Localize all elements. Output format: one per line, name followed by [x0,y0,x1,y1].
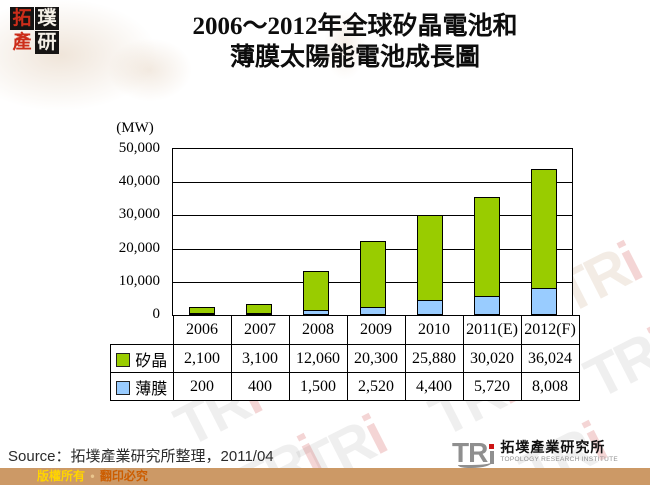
bar-segment-矽晶 [530,169,557,289]
bar-segment-矽晶 [473,197,500,297]
legend-cell-矽晶: 矽晶 [110,344,174,373]
blank-cell [111,316,174,345]
tri-letters: TR [452,439,495,468]
bar-2009 [359,241,386,315]
copyright-text-1: 版權所有 [37,469,86,483]
value-cell: 20,300 [346,344,406,373]
value-cell: 5,720 [462,372,522,401]
value-cell: 400 [230,372,290,401]
brand-text: 拓墣產業研究所 TOPOLOGY RESEARCH INSTITUTE [500,441,618,464]
copyright-separator: • [90,469,95,483]
bar-segment-薄膜 [473,296,500,315]
value-cell: 2,100 [172,344,232,373]
value-cell: 2,520 [346,372,406,401]
chart-title: 2006～2012年全球矽晶電池和 薄膜太陽能電池成長圖 [70,11,640,73]
bar-2012(F) [530,169,557,315]
year-header-cell: 2006 [172,315,232,345]
bar-segment-薄膜 [302,310,329,315]
y-axis-unit-label: (MW) [116,120,154,136]
year-header-cell: 2010 [404,315,464,345]
tri-swoosh [458,458,493,468]
bar-segment-矽晶 [359,241,386,308]
value-cell: 36,024 [520,344,580,373]
year-header-cell: 2011(E) [462,315,522,345]
topology-logo: 拓 璞 產 研 [10,7,59,54]
y-axis-tick: 40,000 [118,173,160,189]
legend-swatch-icon [116,352,131,367]
brand-english-name: TOPOLOGY RESEARCH INSTITUTE [500,456,618,463]
legend-cell-薄膜: 薄膜 [110,372,174,401]
bar-segment-薄膜 [188,313,215,315]
y-axis-tick: 10,000 [118,273,160,289]
year-header-cell: 2009 [346,315,406,345]
gridline [173,182,572,183]
value-cell: 30,020 [462,344,522,373]
legend-label: 薄膜 [135,380,168,398]
logo-char: 研 [35,31,59,54]
brand-chinese-name: 拓墣產業研究所 [500,441,606,456]
y-axis-tick: 50,000 [118,140,160,156]
value-cell: 1,500 [288,372,348,401]
bar-segment-薄膜 [245,313,272,315]
tri-watermark: TRi [574,315,650,412]
tri-brand-logo: TR 拓墣產業研究所 TOPOLOGY RESEARCH INSTITUTE [452,439,618,468]
year-header-cell: 2008 [288,315,348,345]
data-table: 2006 2007 2008 2009 2010 2011(E) 2012(F) 矽晶 2,10… [110,315,580,401]
year-header-cell: 2012(F) [520,315,580,345]
year-header-cell: 2007 [230,315,290,345]
value-cell: 4,400 [404,372,464,401]
bar-segment-薄膜 [530,288,557,315]
y-axis-tick: 20,000 [118,240,160,256]
bar-2008 [302,271,329,315]
value-cell: 8,008 [520,372,580,401]
table-data-row: 薄膜 200 400 1,500 2,520 4,400 5,720 8,008 [110,372,580,401]
tri-red-dot-icon [489,444,495,449]
source-note: Source：拓墣產業研究所整理，2011/04 [8,448,274,465]
bar-segment-矽晶 [302,271,329,311]
logo-char: 璞 [35,7,59,30]
y-axis-tick: 30,000 [118,206,160,222]
gridline [173,215,572,216]
bar-2007 [245,304,272,315]
copyright-text-2: 翻印必究 [99,469,148,483]
value-cell: 12,060 [288,344,348,373]
y-axis-tick: 0 [152,306,161,322]
value-cell: 3,100 [230,344,290,373]
table-data-row: 矽晶 2,100 3,100 12,060 20,300 25,880 30,020 36,0… [110,344,580,373]
legend-label: 矽晶 [135,352,168,370]
bar-2006 [188,307,215,315]
value-cell: 25,880 [404,344,464,373]
logo-char: 拓 [10,7,34,30]
value-cell: 200 [172,372,232,401]
table-header-row: 2006 2007 2008 2009 2010 2011(E) 2012(F) [111,315,580,345]
bar-2010 [416,215,443,315]
title-line-2: 薄膜太陽能電池成長圖 [229,44,480,71]
bar-2011(E) [473,197,500,315]
bar-segment-薄膜 [359,307,386,315]
legend-swatch-icon [116,380,131,395]
title-line-1: 2006～2012年全球矽晶電池和 [192,13,518,40]
bar-segment-薄膜 [416,300,443,315]
copyright-bar: 版權所有 • 翻印必究 [0,468,650,485]
logo-char: 產 [12,32,32,53]
bar-segment-矽晶 [416,215,443,301]
plot-area [172,148,573,316]
